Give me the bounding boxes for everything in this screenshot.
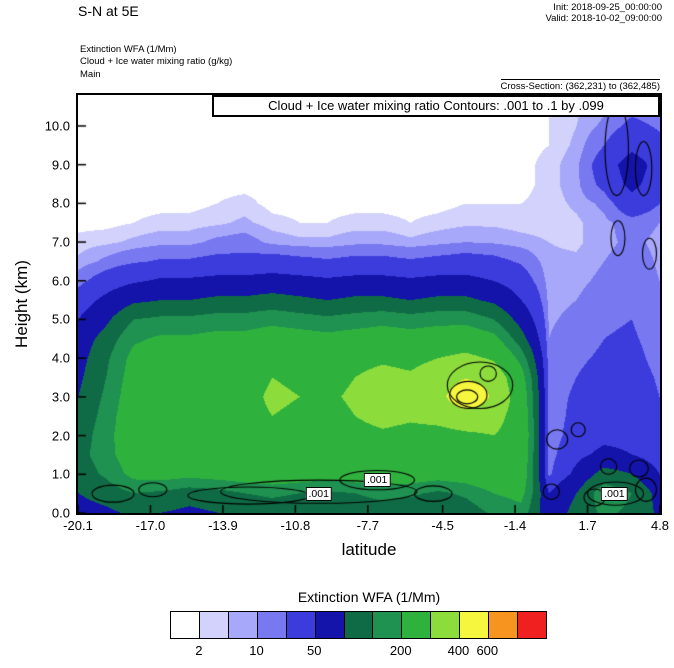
colorbar-cell (171, 612, 200, 638)
field-list: Extinction WFA (1/Mm) Cloud + Ice water … (80, 44, 232, 81)
colorbar-tick-label: 400 (447, 643, 470, 658)
x-tick-label: 4.8 (650, 518, 670, 533)
colorbar-cell (344, 612, 374, 638)
y-tick-label: 10.0 (44, 118, 70, 134)
colorbar-cell (489, 612, 519, 638)
colorbar-tick-label: 2 (195, 643, 203, 658)
x-tick-label: -7.7 (356, 518, 380, 533)
init-time-label: Init: 2018-09-25_00:00:00 (553, 2, 662, 13)
colorbar-cell (460, 612, 490, 638)
contour-value-label: .001 (363, 473, 391, 488)
x-tick-label: -10.8 (280, 518, 311, 533)
colorbar (170, 611, 547, 639)
colorbar-cell (228, 612, 258, 638)
plot-frame: Cloud + Ice water mixing ratio Contours:… (76, 93, 662, 515)
y-tick-label: 3.0 (51, 389, 70, 405)
x-tick-label: -13.9 (208, 518, 238, 533)
y-tick-label: 2.0 (51, 428, 70, 444)
x-tick-label: -1.4 (503, 518, 527, 533)
page-title: S-N at 5E (78, 3, 139, 19)
y-tick-label: 8.0 (51, 195, 70, 211)
contour-plot-canvas (78, 95, 660, 513)
colorbar-cell (257, 612, 287, 638)
field-mixing-ratio-label: Cloud + Ice water mixing ratio (g/kg) (80, 56, 233, 68)
field-extinction-label: Extinction WFA (1/Mm) (80, 44, 177, 55)
y-tick-label: 7.0 (51, 234, 70, 250)
x-tick-label: -4.5 (431, 518, 454, 533)
x-tick-label: -17.0 (135, 518, 166, 533)
colorbar-cell (315, 612, 345, 638)
colorbar-cell (431, 612, 461, 638)
x-tick-label: 1.7 (578, 518, 597, 533)
cross-section-coordinates: Cross-Section: (362,231) to (362,485) (500, 79, 660, 92)
colorbar-title: Extinction WFA (1/Mm) (297, 589, 441, 605)
contour-value-label: .001 (305, 486, 332, 501)
model-run-times: Init: 2018-09-25_00:00:00 Valid: 2018-10… (545, 2, 662, 25)
field-domain-label: Main (80, 68, 101, 80)
colorbar-cell (373, 612, 403, 638)
colorbar-tick-label: 50 (306, 643, 322, 658)
x-tick-label: -20.1 (63, 518, 93, 533)
y-tick-label: 1.0 (51, 466, 70, 482)
colorbar-tick-label: 10 (249, 643, 264, 658)
contour-value-label: .001 (601, 486, 628, 501)
y-tick-label: 9.0 (51, 157, 70, 173)
colorbar-cell (402, 612, 432, 638)
y-tick-label: 0.0 (51, 505, 70, 521)
colorbar-cell (199, 612, 229, 638)
valid-time-label: Valid: 2018-10-02_09:00:00 (545, 13, 662, 25)
x-axis-label: latitude (341, 540, 397, 559)
contour-info-box: Cloud + Ice water mixing ratio Contours:… (212, 95, 660, 117)
colorbar-cell (286, 612, 316, 638)
y-tick-label: 5.0 (51, 311, 70, 327)
colorbar-cell (518, 612, 546, 638)
colorbar-tick-label: 600 (476, 643, 499, 658)
colorbar-tick-label: 200 (389, 643, 412, 658)
y-tick-label: 6.0 (51, 273, 70, 289)
y-tick-label: 4.0 (51, 350, 70, 366)
